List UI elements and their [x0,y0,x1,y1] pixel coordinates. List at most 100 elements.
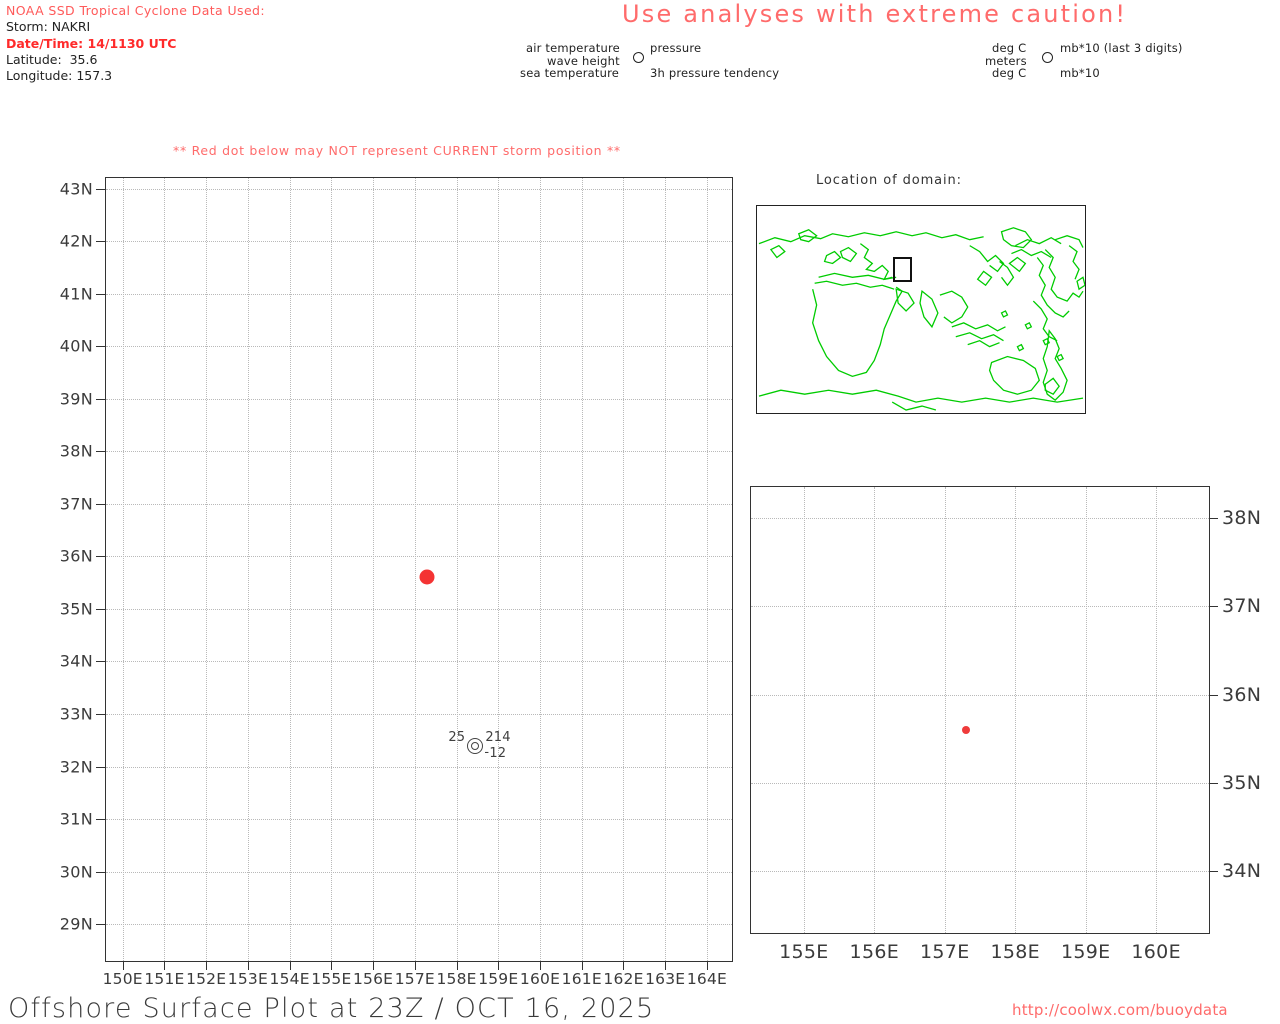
x-axis-label: 153E [227,970,268,988]
x-axis-label: 156E [352,970,394,988]
legend-units-wave-height: meters [985,53,1027,68]
gridline-horizontal [106,714,732,715]
y-axis-label: 38N [59,441,93,461]
gridline-vertical [498,178,500,961]
y-axis-tick [96,924,106,926]
y-axis-label: 34N [59,651,93,671]
x-axis-label: 152E [186,970,227,988]
storm-latitude-label: Latitude: 35.6 [6,51,98,67]
station-model-legend: air temperature wave height sea temperat… [520,41,820,85]
x-axis-label: 156E [849,941,900,963]
x-axis-label: 155E [779,941,829,963]
gridline-vertical [414,178,416,961]
y-axis-tick [96,241,106,243]
gridline-vertical [1156,487,1158,933]
gridline-horizontal [751,694,1209,696]
gridline-vertical [581,178,583,961]
x-axis-label: 159E [1060,941,1111,963]
y-axis-label: 29N [59,914,93,934]
gridline-horizontal [106,556,732,558]
x-axis-tick [456,961,458,970]
x-axis-label: 164E [686,970,728,988]
y-axis-tick [96,819,106,821]
storm-datetime-label: Date/Time: 14/1130 UTC [6,35,177,51]
gridline-vertical [206,178,208,961]
gridline-vertical [944,487,946,933]
station-circle-icon [633,52,644,63]
gridline-vertical [122,178,124,961]
y-axis-label: 35N [59,599,93,619]
legend-air-temperature-label: air temperature [526,41,620,55]
gridline-vertical [665,178,667,961]
main-plot-gridlines [106,178,732,961]
x-axis-label: 158E [436,970,477,988]
gridline-vertical [874,487,876,933]
x-axis-tick [289,961,291,970]
world-map-inset[interactable] [756,205,1086,414]
y-axis-label: 37N [1222,595,1262,618]
y-axis-label: 42N [59,231,93,251]
gridline-vertical [623,178,625,961]
y-axis-label: 37N [59,494,93,514]
storm-longitude-label: Longitude: 157.3 [6,68,113,84]
x-axis-label: 157E [920,941,970,963]
x-axis-label: 163E [645,970,686,988]
x-axis-label: 157E [394,970,435,988]
x-axis-tick [623,961,625,970]
x-axis-tick [373,961,375,970]
gridline-horizontal [106,293,732,295]
y-axis-tick [96,398,106,400]
station-circle-inner-icon [471,741,480,750]
legend-sea-temperature-label: sea temperature [520,66,620,80]
gridline-horizontal [106,188,732,190]
main-offshore-surface-plot[interactable]: 150E 151E 152E 153E 154E 155E 156E 157E 158E 159E… [60,177,733,988]
gridline-horizontal [751,606,1209,608]
gridline-vertical [247,178,249,961]
x-axis-label: 155E [311,970,352,988]
y-axis-label: 30N [59,862,93,882]
x-axis-tick [706,961,708,970]
x-axis-label: 159E [478,970,519,988]
y-axis-label: 41N [59,284,93,304]
data-source-line: NOAA SSD Tropical Cyclone Data Used: [6,3,265,18]
source-url-link[interactable]: http://coolwx.com/buoydata [1012,1001,1228,1019]
y-axis-tick [96,293,106,295]
y-axis-label: 36N [1222,683,1262,706]
legend-wave-height-label: wave height [547,53,620,68]
gridline-horizontal [106,924,732,926]
legend-units-pressure: mb*10 (last 3 digits) [1060,41,1183,55]
header-metadata: NOAA SSD Tropical Cyclone Data Used: Sto… [6,3,265,84]
gridline-horizontal [751,517,1209,519]
x-axis-tick [247,961,249,970]
y-axis-label: 39N [59,389,93,409]
gridline-horizontal [106,661,732,663]
gridline-vertical [1015,487,1017,933]
legend-units-pressure-tendency: mb*10 [1060,66,1100,80]
gridline-vertical [803,487,805,933]
red-dot-warning: ** Red dot below may NOT represent CURRE… [173,143,621,158]
y-axis-label: 38N [1222,506,1262,529]
domain-extent-box [893,257,912,282]
station-circle-icon [467,737,484,754]
y-axis-label: 31N [59,809,93,829]
gridline-horizontal [751,871,1209,873]
gridline-vertical [289,178,291,961]
gridline-horizontal [106,451,732,453]
caution-banner: Use analyses with extreme caution! [622,0,1128,28]
x-axis-tick [414,961,416,970]
y-axis-tick [1209,871,1218,873]
y-axis-tick [1209,694,1218,696]
legend-pressure-tendency-label: 3h pressure tendency [650,66,780,80]
y-axis-tick [96,871,106,873]
gridline-horizontal [106,346,732,348]
station-pressure-tendency: - [484,744,490,760]
y-axis-label: 36N [59,546,93,566]
y-axis-tick [1209,517,1218,519]
gridline-horizontal [106,608,732,610]
gridline-vertical [331,178,333,961]
y-axis-tick [1209,606,1218,608]
y-axis-tick [96,188,106,190]
zoom-inset-plot[interactable]: 155E 156E 157E 158E 159E 160E 34N 35N 36N 37N 38N [750,486,1261,963]
storm-position-dot [419,569,435,585]
x-axis-tick [164,961,166,970]
